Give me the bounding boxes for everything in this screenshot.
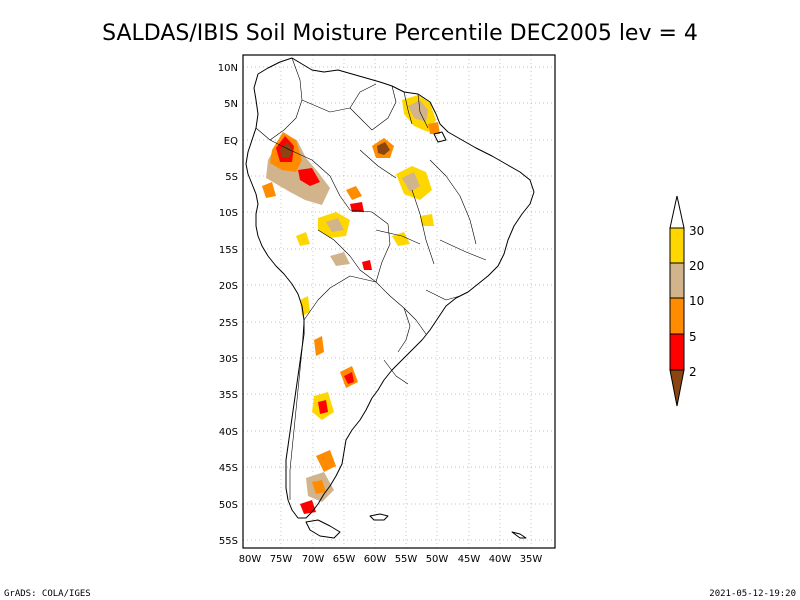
shade-orange-amapa: [428, 122, 440, 134]
shade-yellow-tocantins: [420, 214, 434, 226]
colorbar-label: 5: [689, 330, 697, 344]
colorbar-label: 20: [689, 259, 704, 273]
shade-tan-bolivia: [326, 218, 344, 232]
map-plot-area: [242, 54, 556, 549]
lat-label: 10N: [218, 63, 238, 74]
shade-red-mato-grosso: [362, 260, 372, 270]
lat-label: 35S: [219, 390, 238, 401]
shade-red-neuquen: [318, 400, 328, 414]
shade-tan-guianas: [408, 100, 428, 122]
shade-brown-west-amazon: [280, 142, 293, 158]
south-georgia-island: [511, 531, 527, 539]
footer-credit: GrADS: COLA/IGES: [4, 589, 91, 599]
map-frame: [242, 54, 556, 549]
shade-yellow-brazil-central: [392, 232, 410, 246]
lon-label: 80W: [239, 554, 262, 565]
lon-label: 35W: [520, 554, 543, 565]
shade-orange-chubut: [316, 450, 336, 472]
shade-orange-peru-coast: [262, 182, 276, 198]
shade-orange-cuyo: [314, 336, 324, 356]
country-borders: [255, 57, 487, 500]
lat-label: 55S: [219, 536, 238, 547]
map-title: SALDAS/IBIS Soil Moisture Percentile DEC…: [102, 21, 698, 46]
shade-orange-santa-cruz: [312, 480, 326, 494]
falkland-islands: [369, 513, 389, 521]
shade-red-pampas: [344, 372, 354, 384]
lat-label: 15S: [219, 245, 238, 256]
colorbar-segment-orange: [669, 297, 685, 335]
lon-label: 55W: [395, 554, 418, 565]
shade-tan-para: [402, 172, 420, 192]
lat-label: 10S: [219, 208, 238, 219]
lon-label: 75W: [270, 554, 293, 565]
map-background: [243, 55, 555, 548]
shade-brown-central-amazon: [377, 142, 390, 155]
footer-timestamp: 2021-05-12-19:20: [709, 589, 796, 599]
lon-label: 60W: [364, 554, 387, 565]
lat-label: EQ: [224, 136, 238, 147]
lat-label: 40S: [219, 427, 238, 438]
lat-label: 20S: [219, 281, 238, 292]
lat-label: 5S: [225, 172, 238, 183]
lon-label: 70W: [302, 554, 325, 565]
percentile-shading: [262, 95, 440, 514]
shade-orange-rondonia: [346, 186, 362, 200]
continent-coastline: [245, 57, 535, 519]
colorbar-segment-yellow: [669, 227, 685, 264]
colorbar-segment-red: [669, 333, 685, 371]
colorbar-top-arrow: [669, 195, 685, 229]
colorbar-label: 2: [689, 365, 697, 379]
latitude-labels: 10N 5N EQ 5S 10S 15S 20S 25S 30S 35S 40S…: [218, 63, 238, 547]
lat-label: 25S: [219, 318, 238, 329]
longitude-labels: 80W 75W 70W 65W 60W 55W 50W 45W 40W 35W: [239, 554, 543, 565]
colorbar: 2 5 10 20 30: [669, 195, 704, 407]
lat-label: 30S: [219, 354, 238, 365]
colorbar-label: 10: [689, 294, 704, 308]
lon-label: 65W: [333, 554, 356, 565]
lon-label: 50W: [426, 554, 449, 565]
shade-tan-chaco: [330, 252, 350, 266]
shade-red-patagonia-south: [300, 500, 316, 514]
shade-red-peru: [298, 168, 320, 186]
tierra-del-fuego: [305, 519, 341, 539]
colorbar-bottom-arrow: [669, 369, 685, 407]
shade-yellow-bolivia-west: [296, 232, 310, 246]
shade-red-rondonia: [350, 202, 364, 212]
lat-label: 45S: [219, 463, 238, 474]
lon-label: 45W: [458, 554, 481, 565]
lon-label: 40W: [489, 554, 512, 565]
colorbar-label: 30: [689, 224, 704, 238]
marajo-island: [433, 131, 447, 143]
lat-label: 5N: [224, 99, 238, 110]
lat-label: 50S: [219, 500, 238, 511]
colorbar-segment-tan: [669, 262, 685, 299]
